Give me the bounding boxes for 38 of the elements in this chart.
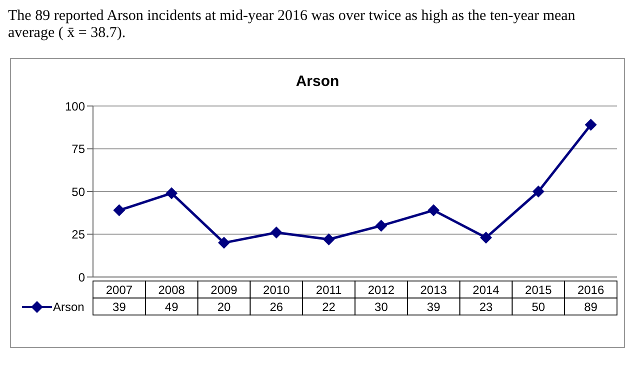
x-tick-label: 2012 — [368, 283, 395, 297]
x-tick-label: 2015 — [525, 283, 552, 297]
data-label: 39 — [112, 300, 126, 314]
y-tick-label: 100 — [64, 99, 86, 114]
x-tick-label: 2011 — [316, 283, 342, 297]
x-tick-label: 2013 — [420, 283, 448, 297]
data-label: 22 — [322, 300, 336, 314]
point — [270, 226, 282, 239]
x-tick-label: 2009 — [210, 283, 238, 297]
chart-title: Arson — [294, 73, 340, 90]
point — [113, 204, 126, 216]
y-tick-label: 0 — [78, 270, 86, 284]
data-label: 23 — [479, 300, 493, 314]
data-label: 49 — [164, 300, 179, 314]
data-label: 20 — [217, 300, 231, 314]
x-tick-label: 2007 — [106, 283, 133, 297]
data-label: 39 — [426, 300, 441, 314]
y-tick-label: 25 — [72, 228, 86, 242]
y-tick-label: 75 — [72, 142, 86, 156]
point — [322, 233, 335, 246]
point — [166, 187, 178, 200]
legend-label: Arson — [53, 300, 84, 314]
text: The 89 reported Arson incidents at mid-year 2016 was over twice as high as the ten-year mean average ( x̄ = 38.7). — [8, 8, 576, 42]
y-tick-label: 50 — [72, 184, 86, 199]
point — [480, 232, 492, 244]
point — [218, 236, 230, 249]
x-tick-label: 2008 — [158, 283, 186, 297]
data-label: 50 — [532, 300, 546, 314]
point — [375, 220, 388, 232]
point — [584, 118, 597, 131]
x-tick-label: 2016 — [577, 283, 604, 297]
x-tick-label: 2014 — [472, 283, 500, 297]
data-label: 26 — [270, 300, 284, 314]
x-tick-label: 2010 — [263, 283, 290, 297]
point — [428, 204, 440, 216]
data-label: 89 — [584, 300, 598, 314]
data-label: 30 — [374, 300, 388, 314]
point — [532, 186, 544, 198]
